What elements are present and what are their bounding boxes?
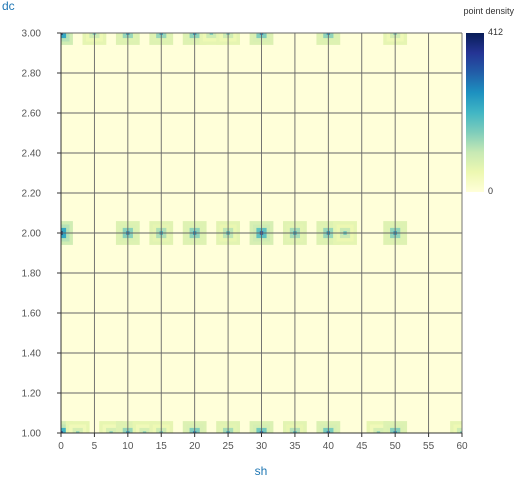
density-blob-22 [99, 421, 124, 433]
density-cell [456, 427, 462, 433]
x-axis-title: sh [255, 464, 268, 478]
legend-max-label: 412 [488, 27, 503, 37]
density-cell [61, 33, 67, 39]
legend-min-label: 0 [488, 186, 493, 196]
y-axis-ticks: 1.00 1.20 1.40 1.60 1.80 2.00 2.20 2.40 2.60 2.80… [22, 29, 61, 440]
density-cell [106, 427, 117, 433]
x-tick-label: 60 [456, 441, 468, 452]
density-cell [109, 431, 113, 433]
density-cell [376, 431, 381, 433]
y-tick-label: 3.00 [22, 29, 42, 40]
y-tick-label: 2.40 [22, 149, 42, 160]
x-tick-label: 55 [423, 441, 435, 452]
x-tick-label: 5 [92, 441, 98, 452]
density-cell [61, 431, 63, 433]
x-tick-label: 30 [256, 441, 268, 452]
y-tick-label: 1.20 [22, 389, 42, 400]
density-blob-33 [450, 421, 462, 433]
x-tick-label: 50 [390, 441, 402, 452]
x-tick-label: 40 [323, 441, 335, 452]
y-tick-label: 2.20 [22, 189, 42, 200]
density-blob-5 [199, 33, 224, 45]
y-tick-label: 1.80 [22, 269, 42, 280]
density-cell [373, 427, 384, 433]
density-cell [460, 431, 462, 433]
x-tick-label: 0 [58, 441, 64, 452]
x-axis-ticks: 0 5 10 15 20 25 30 35 40 45 50 55 60 [58, 433, 468, 452]
density-blob-24 [132, 421, 157, 433]
density-cell [76, 431, 80, 433]
density-cell [209, 33, 214, 35]
legend-color-bar [466, 33, 484, 192]
x-tick-label: 20 [189, 441, 201, 452]
y-tick-label: 1.40 [22, 349, 42, 360]
density-blob-31 [366, 421, 391, 433]
density-blob-21 [65, 421, 90, 433]
density-cell [61, 33, 63, 35]
y-axis-title: dc [2, 0, 15, 13]
density-cell [142, 431, 147, 433]
y-tick-label: 2.80 [22, 69, 42, 80]
density-cell [72, 427, 83, 433]
legend-title: point density [463, 6, 514, 16]
x-tick-label: 35 [289, 441, 301, 452]
x-tick-label: 10 [122, 441, 134, 452]
y-tick-label: 1.60 [22, 309, 42, 320]
x-tick-label: 45 [356, 441, 368, 452]
density-cell [206, 33, 217, 39]
y-tick-label: 2.60 [22, 109, 42, 120]
x-tick-label: 25 [223, 441, 235, 452]
x-tick-label: 15 [156, 441, 168, 452]
density-blob-0 [61, 33, 73, 45]
density-cell [61, 427, 67, 433]
density-cell [139, 427, 150, 433]
y-tick-label: 2.00 [22, 229, 42, 240]
y-tick-label: 1.00 [22, 429, 42, 440]
